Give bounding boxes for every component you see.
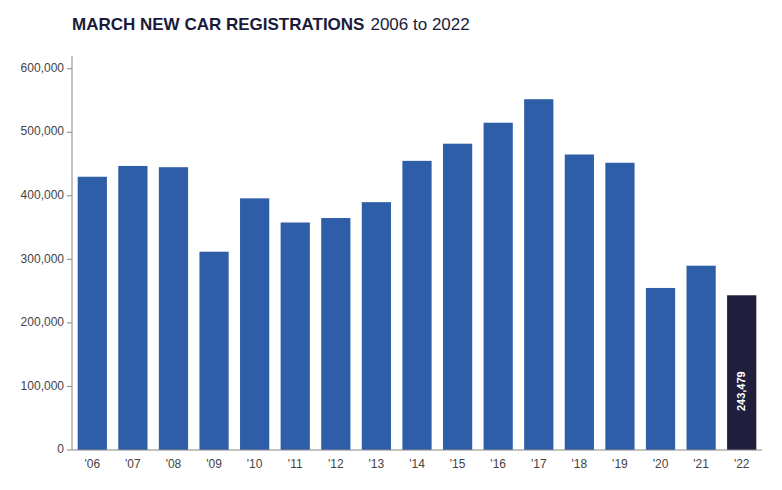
x-tick-label: '10 — [247, 457, 263, 471]
title-main: MARCH NEW CAR REGISTRATIONS — [72, 15, 364, 34]
x-tick-label: '20 — [653, 457, 669, 471]
x-tick-label: '16 — [490, 457, 506, 471]
bar — [727, 295, 756, 450]
bars — [78, 99, 757, 450]
y-tick — [67, 68, 72, 69]
bar — [281, 222, 310, 450]
x-tick-label: '11 — [288, 457, 303, 471]
bar — [199, 252, 228, 450]
bar — [646, 288, 675, 450]
bar — [687, 266, 716, 450]
y-tick — [67, 450, 72, 451]
x-tick-label: '18 — [572, 457, 588, 471]
subtitle: 2006 to 2022 — [370, 15, 469, 34]
x-tick-label: '14 — [409, 457, 425, 471]
x-tick-label: '06 — [84, 457, 100, 471]
data-label: 243,479 — [735, 371, 747, 411]
bar — [565, 155, 594, 451]
y-tick-label: 500,000 — [21, 124, 65, 138]
data-labels: 243,479 — [735, 371, 747, 411]
bar — [524, 99, 553, 450]
y-tick — [67, 386, 72, 387]
x-axis: '06 '07 '08 '09 '10 '11 '12 '13 '14 '15 '16 '17 '18 '… — [72, 450, 762, 471]
y-tick-label: 200,000 — [21, 315, 65, 329]
bar — [118, 166, 147, 450]
y-tick-label: 600,000 — [21, 61, 65, 75]
bar — [402, 161, 431, 450]
y-tick — [67, 259, 72, 260]
x-tick-label: '09 — [206, 457, 222, 471]
bar — [240, 198, 269, 450]
bar — [443, 144, 472, 450]
bar — [605, 163, 634, 450]
x-tick-label: '08 — [166, 457, 182, 471]
y-tick — [67, 322, 72, 323]
y-axis: 0 100,000 200,000 300,000 400,000 500,000 600,… — [21, 56, 72, 456]
y-tick-label: 0 — [57, 442, 64, 456]
y-tick — [67, 132, 72, 133]
y-tick-label: 300,000 — [21, 252, 65, 266]
chart: MARCH NEW CAR REGISTRATIONS 2006 to 2022 0… — [0, 0, 782, 490]
y-axis-line — [72, 56, 73, 450]
bar — [78, 177, 107, 450]
y-tick — [67, 195, 72, 196]
x-tick-label: '13 — [369, 457, 385, 471]
x-tick-label: '19 — [612, 457, 628, 471]
x-tick-label: '07 — [125, 457, 141, 471]
x-tick-label: '15 — [450, 457, 466, 471]
x-tick-label: '12 — [328, 457, 344, 471]
bar — [484, 123, 513, 450]
bar — [362, 202, 391, 450]
bar — [321, 218, 350, 450]
y-tick-label: 100,000 — [21, 379, 65, 393]
x-tick-label: '17 — [531, 457, 547, 471]
bar — [159, 167, 188, 450]
x-tick-label: '22 — [734, 457, 750, 471]
x-axis-line — [72, 450, 762, 451]
y-tick-label: 400,000 — [21, 188, 65, 202]
x-tick-label: '21 — [693, 457, 709, 471]
title: MARCH NEW CAR REGISTRATIONS 2006 to 2022 — [72, 15, 470, 34]
